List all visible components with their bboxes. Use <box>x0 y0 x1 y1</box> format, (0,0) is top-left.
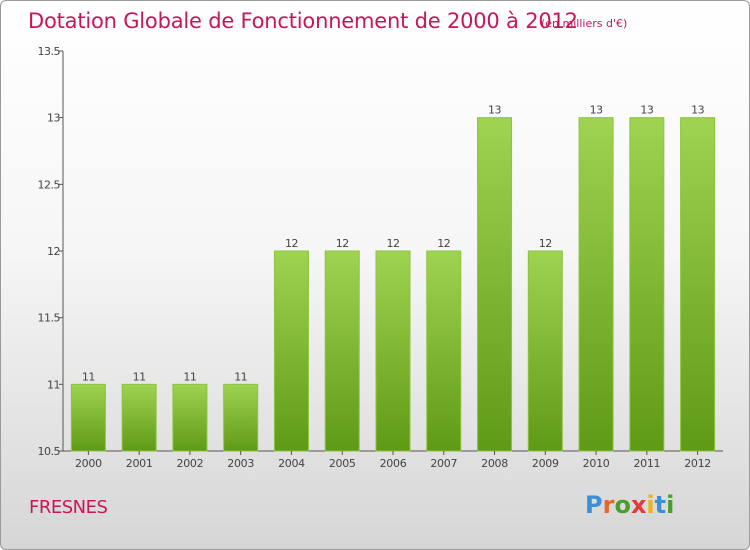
data-label: 11 <box>183 370 196 383</box>
chart-subtitle: (en milliers d'€) <box>541 17 628 30</box>
y-tick-label: 11.5 <box>38 312 61 325</box>
data-label: 13 <box>488 104 501 117</box>
x-tick-label: 2002 <box>177 457 204 470</box>
bar <box>121 383 157 452</box>
bar <box>629 117 665 452</box>
bar <box>70 383 106 452</box>
logo-letter: x <box>630 491 647 519</box>
x-tick-label: 2004 <box>278 457 305 470</box>
x-tick-label: 2005 <box>329 457 356 470</box>
bar <box>375 250 411 452</box>
data-label: 12 <box>336 237 349 250</box>
x-tick-label: 2001 <box>126 457 153 470</box>
bar <box>578 117 614 452</box>
data-label: 12 <box>387 237 400 250</box>
x-tick-label: 2008 <box>481 457 508 470</box>
chart-title: Dotation Globale de Fonctionnement de 20… <box>28 9 578 33</box>
data-label: 12 <box>539 237 552 250</box>
y-tick-label: 11 <box>47 378 60 391</box>
logo-letter: t <box>654 491 667 519</box>
data-label: 11 <box>234 370 247 383</box>
x-tick-label: 2000 <box>75 457 102 470</box>
y-tick-label: 13 <box>47 112 60 125</box>
logo-letter: o <box>614 491 631 519</box>
bar <box>426 250 462 452</box>
logo-letter: r <box>602 491 615 519</box>
logo-letter: P <box>585 491 603 519</box>
data-label: 11 <box>133 370 146 383</box>
x-tick-label: 2006 <box>380 457 407 470</box>
x-tick-label: 2007 <box>430 457 457 470</box>
y-tick-label: 12 <box>47 245 60 258</box>
logo-letter: i <box>646 491 655 519</box>
commune-name: FRESNES <box>29 497 108 518</box>
data-label: 13 <box>691 104 704 117</box>
x-tick-label: 2012 <box>684 457 711 470</box>
x-tick-label: 2009 <box>532 457 559 470</box>
y-tick-label: 12.5 <box>38 178 61 191</box>
y-tick-label: 13.5 <box>38 45 61 58</box>
x-tick-label: 2010 <box>583 457 610 470</box>
data-label: 12 <box>437 237 450 250</box>
logo-letter: i <box>666 491 675 519</box>
data-label: 13 <box>640 104 653 117</box>
bar <box>273 250 309 452</box>
bar <box>477 117 513 452</box>
x-tick-label: 2011 <box>633 457 660 470</box>
bar <box>680 117 716 452</box>
x-tick-label: 2003 <box>227 457 254 470</box>
data-label: 12 <box>285 237 298 250</box>
bar <box>324 250 360 452</box>
data-label: 13 <box>590 104 603 117</box>
bar <box>172 383 208 452</box>
bar <box>527 250 563 452</box>
data-label: 11 <box>82 370 95 383</box>
y-tick-label: 10.5 <box>38 445 61 458</box>
proxiti-logo[interactable]: Proxiti <box>585 491 674 519</box>
bar <box>223 383 259 452</box>
